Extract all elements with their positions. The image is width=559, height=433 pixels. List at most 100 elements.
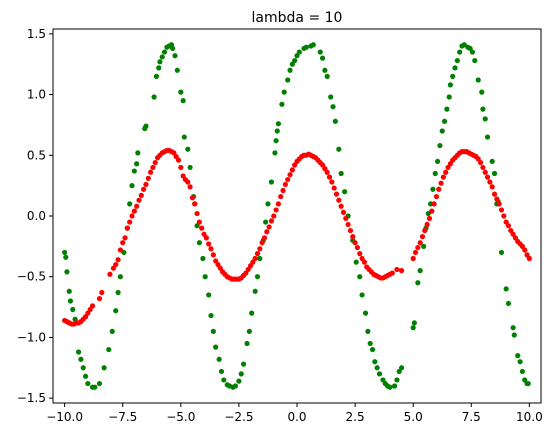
data-point — [496, 201, 502, 207]
data-point — [472, 57, 478, 64]
data-point — [505, 300, 512, 307]
data-point — [120, 240, 126, 246]
data-point — [216, 356, 222, 362]
data-point — [328, 94, 334, 100]
data-point — [122, 235, 128, 241]
data-point — [419, 234, 426, 240]
data-point — [236, 378, 242, 384]
data-point — [454, 57, 460, 64]
data-point — [92, 384, 98, 390]
data-point — [115, 289, 121, 296]
data-point — [281, 89, 287, 95]
data-point — [352, 240, 358, 246]
data-point — [202, 274, 208, 280]
data-point — [261, 235, 268, 241]
data-point — [510, 325, 516, 331]
data-point — [115, 257, 121, 263]
data-point — [135, 150, 141, 156]
data-point — [292, 57, 298, 64]
data-point — [127, 201, 133, 207]
data-point — [447, 82, 453, 88]
data-point — [150, 164, 156, 171]
data-point — [161, 49, 168, 55]
chart-title: lambda = 10 — [252, 10, 343, 26]
data-point — [200, 255, 206, 262]
x-axis: −10.0 −7.5 −5.0 −2.5 0.0 2.5 5.0 7.5 10.0 — [46, 403, 543, 424]
data-point — [178, 164, 184, 171]
data-point — [411, 320, 417, 326]
data-point — [359, 292, 365, 298]
data-point — [82, 373, 89, 379]
data-point — [249, 310, 255, 316]
data-point — [392, 383, 398, 389]
data-point — [106, 346, 112, 353]
y-tick-label: 1.0 — [27, 88, 46, 102]
y-tick-label: −0.5 — [17, 270, 46, 284]
data-point — [96, 380, 103, 387]
data-point — [141, 186, 147, 192]
data-point — [357, 251, 363, 257]
data-point — [208, 246, 214, 252]
data-point — [394, 377, 400, 383]
data-point — [498, 207, 505, 213]
y-tick-label: 0.5 — [27, 148, 46, 162]
data-point — [439, 128, 445, 134]
data-point — [210, 328, 216, 334]
data-point — [287, 172, 293, 178]
data-point — [264, 229, 270, 235]
data-point — [329, 179, 335, 185]
data-point — [143, 181, 149, 188]
data-point — [333, 191, 340, 197]
data-point — [303, 44, 309, 50]
data-point — [134, 203, 140, 209]
data-point — [107, 271, 113, 277]
data-point — [326, 174, 333, 180]
data-point — [138, 192, 144, 198]
data-point — [252, 255, 258, 262]
data-point — [426, 215, 433, 222]
data-point — [268, 218, 275, 224]
data-point — [221, 377, 227, 383]
data-point — [526, 255, 532, 262]
data-point — [153, 73, 160, 79]
data-point — [433, 193, 440, 200]
data-point — [180, 98, 186, 104]
y-tick-label: 1.5 — [27, 27, 46, 41]
data-point — [263, 219, 269, 225]
y-tick-label: −1.0 — [17, 330, 46, 344]
data-point — [280, 187, 286, 194]
data-point — [254, 251, 261, 257]
data-point — [387, 384, 393, 390]
data-point — [443, 169, 449, 175]
data-point — [145, 175, 151, 181]
x-tick-label: −5.0 — [166, 410, 195, 424]
data-point — [278, 193, 284, 200]
data-point — [415, 244, 421, 251]
plot-frame — [52, 28, 542, 404]
data-point — [394, 266, 400, 273]
data-point — [372, 359, 378, 365]
data-point — [63, 254, 69, 260]
data-point — [354, 244, 361, 251]
data-point — [480, 164, 486, 171]
data-point — [259, 240, 265, 246]
data-point — [469, 49, 476, 55]
data-point — [185, 146, 191, 152]
data-point — [196, 219, 202, 225]
data-point — [503, 286, 509, 292]
data-point — [129, 183, 135, 189]
data-point — [203, 235, 209, 241]
data-point — [446, 94, 452, 100]
data-point — [254, 274, 261, 280]
data-point — [398, 365, 405, 371]
data-point — [279, 101, 285, 107]
data-point — [367, 340, 373, 347]
data-point — [296, 49, 302, 55]
data-point — [266, 224, 272, 230]
data-point — [480, 106, 486, 112]
data-point — [519, 368, 526, 375]
data-point — [131, 168, 137, 174]
data-point — [324, 73, 330, 79]
data-point — [109, 328, 115, 334]
data-point — [389, 270, 395, 276]
